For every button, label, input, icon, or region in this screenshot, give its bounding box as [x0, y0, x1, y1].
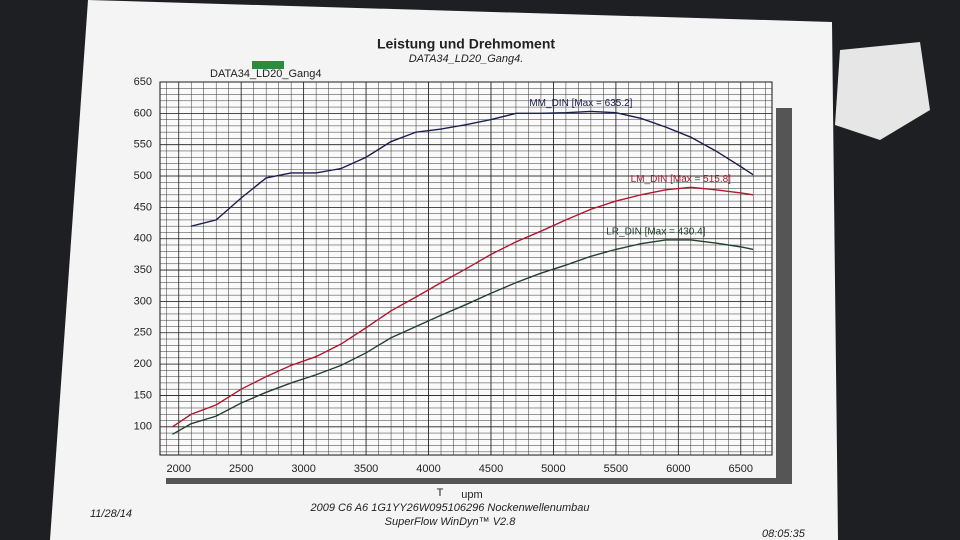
- plot-shadow: [776, 108, 792, 480]
- series-line: [172, 186, 754, 428]
- x-tick-label: 4000: [416, 463, 440, 475]
- x-tick-label: 6500: [729, 463, 753, 475]
- chart-subtitle: DATA34_LD20_Gang4.: [409, 53, 524, 65]
- series-line: [172, 239, 754, 435]
- x-tick-label: 5000: [541, 463, 565, 475]
- y-tick-label: 200: [134, 358, 152, 370]
- print-time: 08:05:35: [762, 528, 806, 540]
- x-tick-label: 4500: [479, 463, 503, 475]
- legend-label: DATA34_LD20_Gang4: [210, 68, 322, 80]
- y-tick-label: 300: [134, 295, 152, 307]
- legend-swatch: [252, 61, 284, 69]
- x-axis-label: T: [437, 487, 444, 499]
- x-axis-unit: upm: [461, 489, 482, 501]
- series-line: [191, 110, 754, 227]
- print-date: 11/28/14: [90, 508, 132, 520]
- series-annotation: LR_DIN [Max = 430.4]: [606, 227, 705, 238]
- x-tick-label: 2000: [166, 463, 190, 475]
- paper-scrap: [835, 42, 930, 140]
- y-tick-label: 500: [134, 170, 152, 182]
- y-tick-label: 100: [134, 421, 152, 433]
- x-tick-label: 2500: [229, 463, 253, 475]
- y-tick-label: 400: [134, 233, 152, 245]
- y-tick-label: 550: [134, 139, 152, 151]
- x-tick-label: 3000: [291, 463, 315, 475]
- chart-title: Leistung und Drehmoment: [377, 36, 555, 52]
- y-tick-label: 350: [134, 264, 152, 276]
- x-tick-label: 5500: [604, 463, 628, 475]
- footer-line: SuperFlow WinDyn™ V2.8: [385, 516, 517, 528]
- plot-shadow: [166, 478, 792, 484]
- y-tick-label: 450: [134, 201, 152, 213]
- series-annotation: LM_DIN [Max = 515.8]: [631, 174, 732, 185]
- y-tick-label: 650: [134, 76, 152, 88]
- series-annotation: MM_DIN [Max = 635.2]: [529, 98, 632, 109]
- y-tick-label: 250: [134, 327, 152, 339]
- y-tick-label: 600: [134, 107, 152, 119]
- footer-line: 2009 C6 A6 1G1YY26W095106296 Nockenwelle…: [309, 502, 589, 514]
- x-tick-label: 6000: [666, 463, 690, 475]
- y-tick-label: 150: [134, 389, 152, 401]
- x-tick-label: 3500: [354, 463, 378, 475]
